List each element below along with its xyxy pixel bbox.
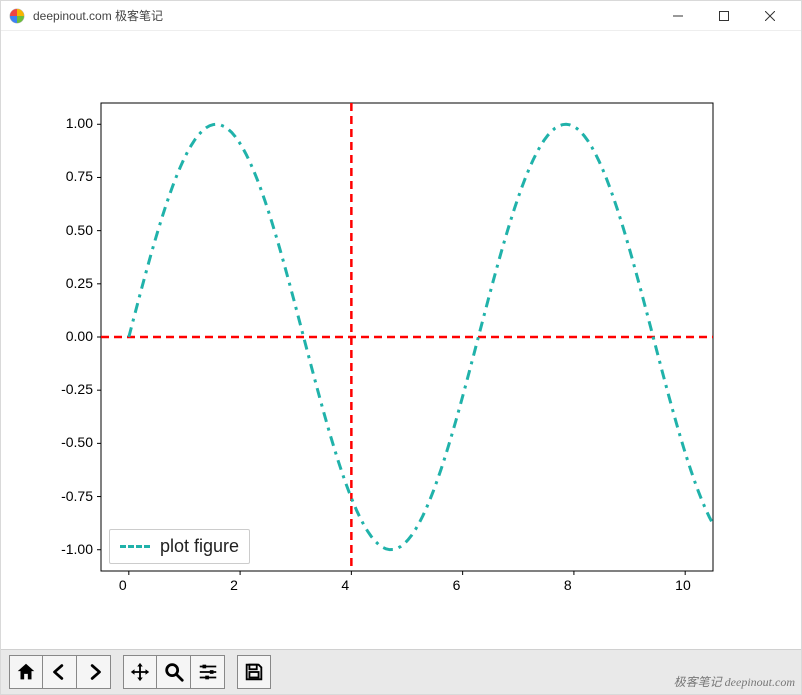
ytick-label: -1.00 [61, 541, 93, 557]
configure-button[interactable] [191, 655, 225, 689]
arrow-right-icon [83, 661, 105, 683]
ytick-label: 1.00 [66, 115, 93, 131]
legend-swatch [120, 545, 150, 548]
sliders-icon [197, 661, 219, 683]
save-icon [243, 661, 265, 683]
move-icon [129, 661, 151, 683]
toolbar-save-group [237, 655, 271, 689]
ytick-label: 0.75 [66, 168, 93, 184]
arrow-left-icon [49, 661, 71, 683]
titlebar: deepinout.com 极客笔记 [1, 1, 801, 31]
window-title: deepinout.com 极客笔记 [33, 7, 655, 24]
xtick-label: 8 [564, 577, 572, 593]
legend: plot figure [109, 529, 250, 564]
save-button[interactable] [237, 655, 271, 689]
forward-button[interactable] [77, 655, 111, 689]
xtick-label: 2 [230, 577, 238, 593]
xtick-label: 10 [675, 577, 691, 593]
watermark: 极客笔记 deepinout.com [674, 673, 795, 690]
home-icon [15, 661, 37, 683]
legend-label: plot figure [160, 536, 239, 557]
ytick-label: -0.75 [61, 488, 93, 504]
xtick-label: 0 [119, 577, 127, 593]
ytick-label: -0.50 [61, 434, 93, 450]
home-button[interactable] [9, 655, 43, 689]
pan-button[interactable] [123, 655, 157, 689]
minimize-button[interactable] [655, 1, 701, 31]
app-icon [9, 8, 25, 24]
figure-canvas: plot figure 0 2 4 6 8 10 -1.00 -0.75 -0.50 -0.25 0… [1, 31, 801, 649]
ytick-label: 0.50 [66, 222, 93, 238]
xtick-label: 4 [341, 577, 349, 593]
app-window: deepinout.com 极客笔记 plot figure 0 2 4 6 8 10 -1… [0, 0, 802, 695]
ytick-label: 0.25 [66, 275, 93, 291]
toolbar-nav-group [9, 655, 111, 689]
zoom-button[interactable] [157, 655, 191, 689]
close-button[interactable] [747, 1, 793, 31]
ytick-label: 0.00 [66, 328, 93, 344]
back-button[interactable] [43, 655, 77, 689]
ytick-label: -0.25 [61, 381, 93, 397]
search-icon [163, 661, 185, 683]
xtick-label: 6 [453, 577, 461, 593]
toolbar-view-group [123, 655, 225, 689]
maximize-button[interactable] [701, 1, 747, 31]
